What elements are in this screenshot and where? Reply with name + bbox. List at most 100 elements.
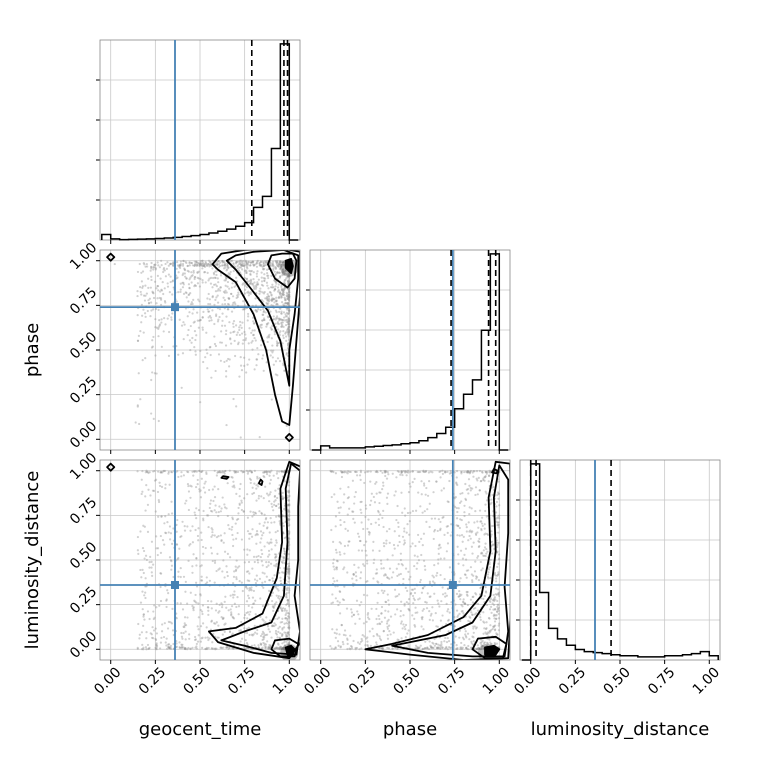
sample-point — [489, 503, 492, 506]
sample-point — [409, 485, 412, 488]
sample-point — [364, 644, 367, 647]
sample-point — [193, 277, 196, 281]
sample-point — [245, 263, 248, 266]
sample-point — [430, 612, 433, 615]
sample-point — [343, 629, 347, 632]
sample-point — [189, 647, 192, 650]
sample-point — [166, 261, 169, 264]
sample-point — [226, 302, 230, 306]
sample-point — [276, 529, 279, 533]
sample-point — [406, 522, 409, 526]
sample-point — [286, 617, 289, 621]
sample-point — [255, 358, 259, 361]
sample-point — [437, 518, 440, 521]
sample-point — [262, 471, 265, 474]
sample-point — [467, 539, 470, 542]
sample-point — [287, 293, 290, 296]
y-tick-label: 0.50 — [67, 329, 100, 362]
sample-point — [259, 263, 262, 267]
sample-point — [378, 635, 381, 638]
sample-point — [470, 507, 473, 510]
sample-point — [262, 619, 265, 622]
sample-point — [181, 352, 185, 355]
sample-point — [422, 469, 425, 472]
sample-point — [480, 520, 483, 523]
sample-point — [160, 515, 163, 518]
sample-point — [485, 499, 489, 502]
sample-point — [144, 294, 147, 297]
sample-point — [475, 648, 479, 651]
sample-point — [168, 646, 171, 649]
sample-point — [181, 520, 184, 523]
sample-point — [485, 632, 488, 635]
sample-point — [155, 632, 158, 635]
sample-point — [495, 610, 499, 613]
sample-point — [275, 539, 278, 542]
sample-point — [163, 622, 166, 625]
sample-point — [259, 541, 262, 544]
sample-point — [408, 482, 411, 485]
sample-point — [480, 647, 483, 650]
sample-point — [378, 491, 381, 494]
sample-point — [157, 327, 160, 330]
sample-point — [458, 612, 461, 615]
sample-point — [179, 290, 182, 293]
sample-point — [142, 549, 146, 553]
sample-point — [209, 502, 212, 505]
sample-point — [382, 591, 385, 595]
sample-point — [465, 646, 468, 650]
sample-point — [339, 523, 342, 527]
sample-point — [136, 549, 139, 552]
sample-point — [476, 531, 479, 534]
sample-point — [200, 264, 204, 267]
sample-point — [288, 572, 291, 576]
sample-point — [288, 291, 291, 294]
sample-point — [465, 530, 468, 533]
sample-point — [261, 581, 264, 584]
sample-point — [273, 521, 276, 524]
sample-point — [463, 553, 466, 556]
sample-point — [453, 625, 456, 628]
sample-point — [387, 473, 390, 476]
sample-point — [177, 575, 180, 578]
sample-point — [253, 482, 256, 485]
sample-point — [149, 494, 152, 497]
sample-point — [287, 633, 291, 636]
sample-point — [188, 286, 191, 289]
sample-point — [276, 271, 279, 274]
sample-point — [276, 374, 279, 377]
sample-point — [281, 293, 284, 297]
sample-point — [397, 525, 400, 529]
sample-point — [238, 326, 241, 329]
sample-point — [154, 318, 157, 321]
sample-point — [203, 263, 206, 266]
sample-point — [403, 602, 406, 605]
sample-point — [279, 275, 282, 278]
sample-point — [169, 262, 172, 265]
sample-point — [262, 292, 266, 295]
sample-point — [388, 577, 391, 580]
sample-point — [376, 634, 379, 637]
sample-point — [283, 607, 287, 610]
sample-point — [138, 422, 141, 426]
sample-point — [389, 615, 393, 618]
sample-point — [202, 486, 205, 489]
sample-point — [228, 646, 231, 649]
sample-point — [496, 545, 499, 549]
sample-point — [202, 264, 205, 267]
sample-point — [478, 544, 481, 548]
sample-point — [234, 262, 238, 265]
sample-point — [489, 624, 492, 627]
sample-point — [230, 292, 233, 296]
sample-point — [490, 501, 493, 504]
sample-point — [197, 628, 200, 631]
sample-point — [473, 625, 476, 628]
sample-point — [201, 259, 204, 262]
sample-point — [431, 619, 434, 622]
sample-point — [231, 593, 234, 596]
sample-point — [486, 470, 489, 474]
sample-point — [479, 520, 482, 523]
sample-point — [286, 347, 290, 350]
sample-point — [208, 579, 211, 582]
sample-point — [279, 648, 282, 651]
